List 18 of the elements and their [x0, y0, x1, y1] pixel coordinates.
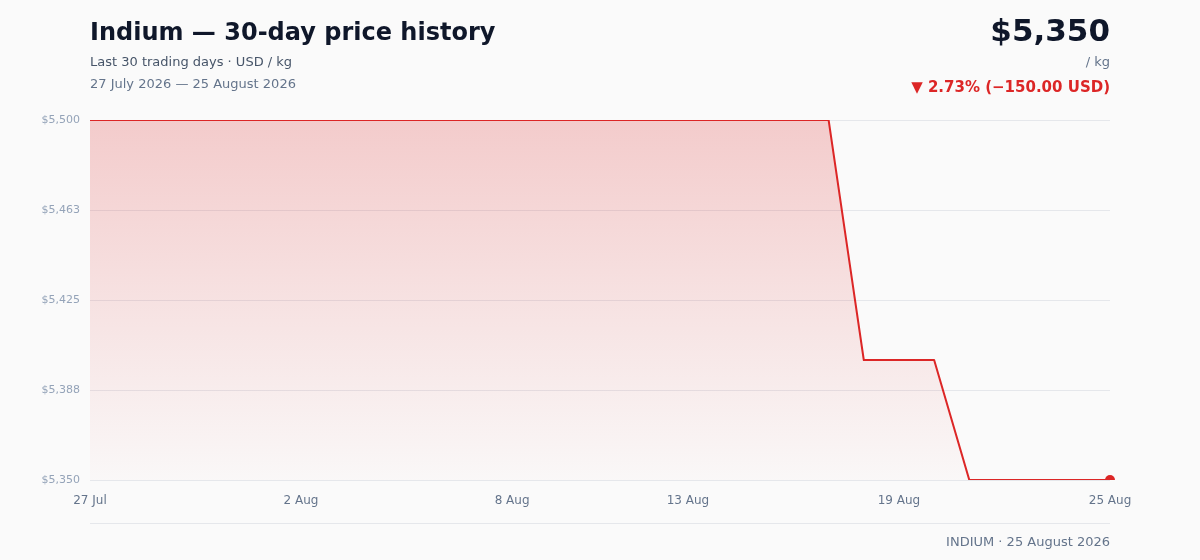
text: INDIUM · 25 August 2026 [946, 534, 1110, 549]
chart-title: Indium — 30-day price history [90, 18, 496, 46]
y-tick-label: $5,350 [41, 472, 80, 486]
x-tick-label: 8 Aug [494, 493, 530, 508]
y-tick-label: $5,425 [41, 292, 80, 306]
y-tick-label: $5,388 [41, 382, 80, 396]
chart-subtitle: Last 30 trading days · USD / kg [90, 54, 293, 69]
y-tick-label: $5,463 [41, 202, 80, 216]
y-tick-label: $5,500 [41, 112, 80, 126]
text: / kg [1085, 54, 1110, 69]
x-tick-label: 13 Aug [666, 493, 710, 508]
x-tick-label: 27 Jul [73, 493, 107, 508]
x-tick-label: 2 Aug [283, 493, 319, 508]
text: 27 July 2026 — 25 August 2026 [90, 76, 296, 91]
text: ▼ 2.73% (−150.00 USD) [911, 78, 1110, 96]
x-tick-label: 19 Aug [877, 493, 921, 508]
text: $5,350 [990, 12, 1110, 48]
x-tick-label: 25 Aug [1088, 493, 1132, 508]
